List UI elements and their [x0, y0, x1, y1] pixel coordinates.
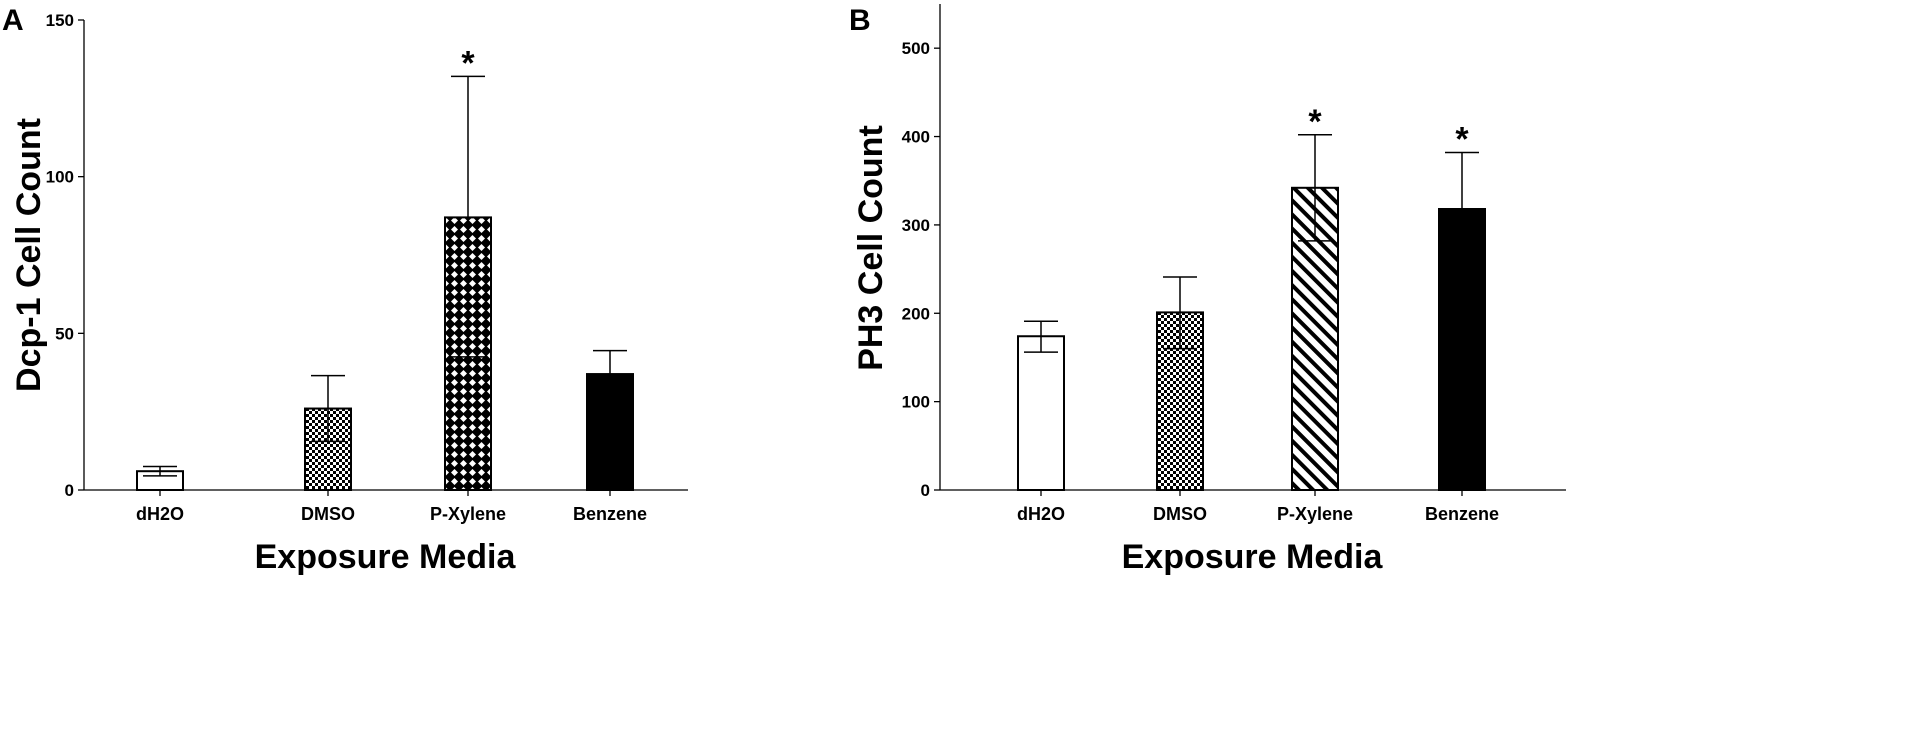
y-tick-label: 0	[65, 481, 74, 500]
panel-b: B 0 100 200 300 400 500 dH2O DMSO * P-Xylene * Benze…	[849, 4, 1566, 576]
x-tick-label: DMSO	[1153, 504, 1207, 524]
y-axis-title: PH3 Cell Count	[852, 125, 890, 371]
y-tick-label: 400	[902, 128, 930, 147]
panel-letter: A	[2, 4, 24, 37]
bar-dmso	[304, 407, 352, 491]
y-tick-label: 300	[902, 216, 930, 235]
x-tick-label: DMSO	[301, 504, 355, 524]
x-tick-label: Benzene	[1425, 504, 1499, 524]
x-axis-title: Exposure Media	[255, 538, 517, 576]
y-tick-label: 100	[46, 168, 74, 187]
panel-letter: B	[849, 4, 871, 37]
bar-dh2o	[1017, 335, 1065, 492]
significance-marker: *	[1455, 120, 1469, 158]
x-tick-label: P-Xylene	[1277, 504, 1353, 524]
bar-benzene	[586, 373, 634, 492]
panel-a: A 0 50 100 150 dH2O DMSO * P-Xylene Benzene Exposu…	[2, 4, 688, 576]
x-tick-label: dH2O	[136, 504, 184, 524]
y-axis-title: Dcp-1 Cell Count	[10, 118, 48, 392]
y-tick-label: 200	[902, 304, 930, 323]
x-tick-label: dH2O	[1017, 504, 1065, 524]
x-tick-label: P-Xylene	[430, 504, 506, 524]
y-tick-label: 0	[921, 481, 930, 500]
y-tick-label: 100	[902, 393, 930, 412]
x-tick-label: Benzene	[573, 504, 647, 524]
significance-marker: *	[1308, 103, 1322, 141]
y-tick-label: 50	[55, 324, 74, 343]
y-tick-label: 150	[46, 11, 74, 30]
y-tick-label: 500	[902, 39, 930, 58]
significance-marker: *	[461, 44, 475, 82]
x-axis-title: Exposure Media	[1122, 538, 1384, 576]
